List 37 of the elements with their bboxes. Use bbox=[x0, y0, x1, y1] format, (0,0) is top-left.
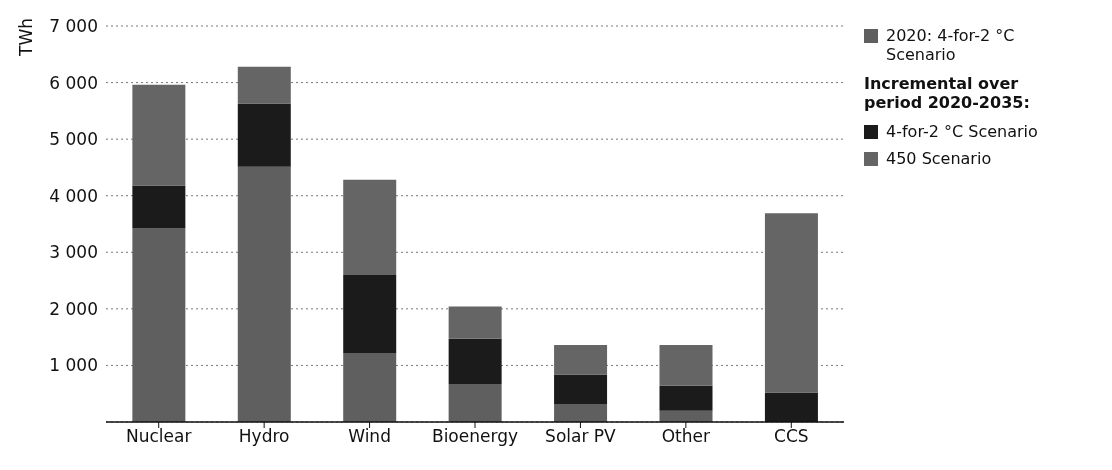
bar bbox=[343, 274, 397, 353]
x-tick-label: Bioenergy bbox=[431, 426, 519, 447]
x-tick-label: Solar PV bbox=[545, 426, 617, 447]
x-tick-label: Hydro bbox=[238, 426, 290, 447]
y-tick-label: 1 000 bbox=[49, 355, 98, 376]
y-tick-label: 4 000 bbox=[49, 185, 98, 206]
x-tick-label: Nuclear bbox=[126, 426, 192, 447]
y-tick-label: 5 000 bbox=[49, 129, 98, 150]
bar bbox=[764, 213, 818, 393]
bar bbox=[343, 179, 397, 275]
x-tick-label: Wind bbox=[348, 426, 391, 447]
bar bbox=[132, 185, 186, 229]
bar bbox=[554, 345, 608, 375]
bar bbox=[448, 306, 502, 339]
y-axis-title: TWh bbox=[16, 18, 37, 57]
legend-title: Incremental over period 2020-2035: bbox=[864, 74, 1031, 112]
y-tick-label: 3 000 bbox=[49, 242, 98, 263]
bar bbox=[448, 384, 502, 422]
legend-label: 450 Scenario bbox=[886, 149, 993, 168]
y-tick-label: 7 000 bbox=[49, 16, 98, 37]
bar bbox=[237, 166, 291, 422]
bar bbox=[132, 84, 186, 186]
bar bbox=[237, 66, 291, 104]
bar bbox=[659, 345, 713, 386]
x-tick-label: Other bbox=[661, 426, 710, 447]
x-tick-label: CCS bbox=[774, 426, 809, 447]
y-tick-label: 2 000 bbox=[49, 298, 98, 319]
bar bbox=[448, 338, 502, 385]
bar bbox=[554, 403, 608, 422]
legend-label: 2020: 4-for-2 °C Scenario bbox=[886, 26, 1016, 64]
y-tick-label: 6 000 bbox=[49, 72, 98, 93]
bar bbox=[554, 374, 608, 404]
legend-label: 4-for-2 °C Scenario bbox=[886, 122, 1039, 141]
bar bbox=[132, 228, 186, 422]
bar bbox=[343, 352, 397, 422]
bar bbox=[659, 385, 713, 411]
bar bbox=[237, 103, 291, 167]
